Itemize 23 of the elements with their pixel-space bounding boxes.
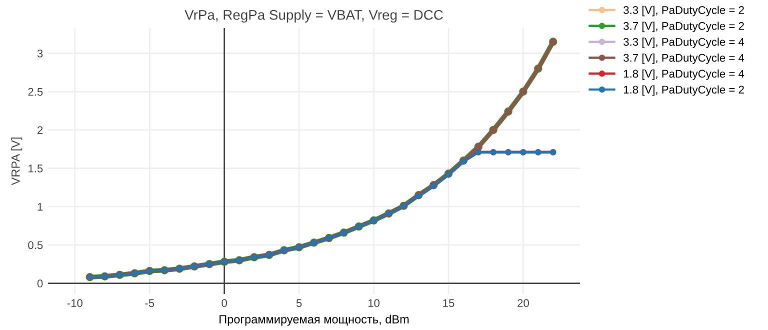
- x-tick-label: 10: [368, 299, 380, 308]
- y-tick-label: 2.5: [28, 88, 43, 96]
- legend-label: 3.3 [V], PaDutyCycle = 2: [624, 6, 744, 16]
- legend-label: 3.7 [V], PaDutyCycle = 2: [624, 22, 744, 32]
- y-tick-label: 0: [37, 280, 43, 288]
- x-tick-label: -10: [67, 299, 82, 308]
- x-tick-label: 20: [518, 299, 529, 308]
- chart-title: VrPa, RegPa Supply = VBAT, Vreg = DCC: [184, 10, 443, 23]
- x-tick-label: 5: [296, 299, 302, 308]
- y-tick-label: 1: [38, 202, 43, 211]
- x-tick-label: 0: [222, 299, 227, 308]
- y-tick-label: 3: [37, 50, 43, 58]
- y-axis-title: VRPA [V]: [11, 138, 22, 186]
- y-tick-label: 2: [38, 126, 43, 134]
- x-tick-label: -5: [145, 299, 154, 308]
- legend-label: 1.8 [V], PaDutyCycle = 2: [624, 85, 744, 96]
- legend-label: 1.8 [V], PaDutyCycle = 4: [624, 69, 744, 80]
- legend-label: 3.7 [V], PaDutyCycle = 4: [624, 54, 744, 64]
- y-tick-label: 0.5: [28, 241, 43, 250]
- x-axis-title: Программируемая мощность, dBm: [220, 314, 409, 326]
- y-tick-label: 1.5: [28, 164, 43, 172]
- x-tick-label: 15: [443, 299, 454, 308]
- legend-label: 3.3 [V], PaDutyCycle = 4: [624, 38, 744, 48]
